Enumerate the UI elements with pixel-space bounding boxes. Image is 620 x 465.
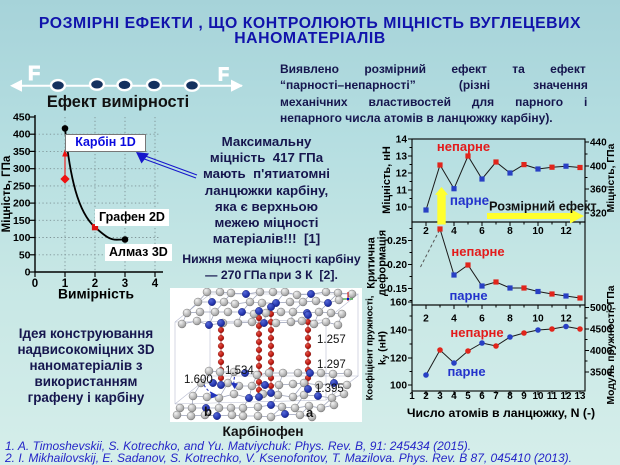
svg-text:1.600: 1.600 [184, 374, 213, 386]
svg-text:0: 0 [32, 278, 38, 290]
svg-text:2: 2 [423, 314, 429, 325]
svg-text:10: 10 [533, 391, 544, 402]
svg-text:парне: парне [447, 364, 485, 379]
svg-text:440: 440 [590, 138, 607, 149]
svg-text:6: 6 [479, 226, 485, 237]
svg-text:b: b [204, 404, 212, 419]
svg-text:0: 0 [25, 267, 31, 279]
svg-text:Коефіцієнт пружності,: Коефіцієнт пружності, [365, 296, 376, 401]
svg-text:Модуль пружності, ГПа: Модуль пружності, ГПа [606, 285, 617, 404]
svg-text:12: 12 [560, 226, 572, 237]
svg-text:деформація: деформація [377, 230, 389, 296]
svg-text:10: 10 [532, 226, 544, 237]
svg-text:7: 7 [493, 391, 499, 402]
svg-text:11: 11 [396, 186, 407, 197]
svg-text:3500: 3500 [590, 368, 613, 379]
svg-text:4: 4 [451, 226, 457, 237]
svg-text:1: 1 [62, 278, 69, 290]
svg-text:4: 4 [451, 391, 457, 402]
svg-text:2: 2 [423, 391, 429, 402]
svg-text:5: 5 [465, 391, 471, 402]
svg-text:Число атомів в ланцюжку, N (-): Число атомів в ланцюжку, N (-) [407, 406, 595, 420]
svg-text:Міцність, ГПа: Міцність, ГПа [1, 155, 13, 232]
svg-text:6: 6 [479, 314, 485, 325]
svg-text:400: 400 [13, 129, 31, 141]
svg-text:3: 3 [122, 278, 128, 290]
svg-text:150: 150 [13, 215, 31, 227]
svg-text:320: 320 [590, 209, 607, 220]
svg-text:11: 11 [547, 391, 558, 402]
svg-text:350: 350 [13, 146, 31, 158]
svg-text:14: 14 [396, 135, 408, 146]
svg-text:8: 8 [507, 314, 513, 325]
svg-text:160: 160 [390, 298, 407, 309]
svg-text:4000: 4000 [590, 346, 613, 357]
svg-text:4: 4 [152, 278, 159, 290]
svg-text:300: 300 [13, 163, 31, 175]
svg-text:50: 50 [19, 249, 31, 261]
svg-text:2: 2 [92, 278, 98, 290]
svg-text:13: 13 [396, 152, 408, 163]
svg-text:100: 100 [390, 381, 407, 392]
svg-text:Розмірний ефект: Розмірний ефект [489, 199, 597, 214]
svg-text:1.395: 1.395 [315, 383, 344, 395]
svg-text:9: 9 [521, 391, 527, 402]
svg-text:8: 8 [507, 391, 513, 402]
svg-text:13: 13 [575, 391, 586, 402]
svg-text:12: 12 [561, 391, 572, 402]
svg-text:Міцність, нН: Міцність, нН [381, 146, 393, 214]
svg-text:0.25: 0.25 [387, 236, 407, 247]
svg-text:2: 2 [423, 226, 429, 237]
svg-text:12: 12 [396, 169, 408, 180]
svg-text:140: 140 [390, 326, 407, 337]
svg-text:непарне: непарне [437, 139, 490, 154]
svg-text:непарне: непарне [451, 244, 504, 259]
svg-text:8: 8 [507, 226, 513, 237]
svg-text:3: 3 [437, 391, 443, 402]
svg-text:0.15: 0.15 [387, 284, 407, 295]
svg-text:0.20: 0.20 [387, 260, 407, 271]
svg-text:1.297: 1.297 [317, 359, 346, 371]
svg-text:4: 4 [451, 314, 457, 325]
svg-text:1: 1 [409, 391, 415, 402]
svg-text:1.257: 1.257 [317, 334, 346, 346]
svg-text:200: 200 [13, 198, 31, 210]
svg-text:парне: парне [449, 288, 487, 303]
svg-text:12: 12 [560, 314, 572, 325]
svg-text:F: F [218, 65, 229, 85]
svg-text:F: F [28, 63, 40, 85]
svg-text:10: 10 [396, 203, 408, 214]
svg-text:120: 120 [390, 354, 407, 365]
svg-text:a: a [306, 405, 314, 420]
svg-text:непарне: непарне [450, 325, 503, 340]
svg-text:360: 360 [590, 185, 607, 196]
svg-text:250: 250 [13, 180, 31, 192]
svg-text:5000: 5000 [590, 303, 613, 314]
svg-text:Вимірність: Вимірність [58, 287, 134, 302]
svg-text:Критична: Критична [366, 236, 378, 288]
svg-text:10: 10 [532, 314, 544, 325]
svg-text:6: 6 [479, 391, 485, 402]
svg-text:450: 450 [13, 112, 31, 124]
svg-text:Міцність, ГПа: Міцність, ГПа [606, 143, 617, 212]
svg-text:4500: 4500 [590, 325, 613, 336]
svg-text:400: 400 [590, 162, 607, 173]
svg-text:kу (нН): kу (нН) [377, 331, 390, 365]
svg-text:парне: парне [450, 193, 489, 208]
svg-text:1.534: 1.534 [225, 365, 254, 377]
svg-text:100: 100 [13, 232, 31, 244]
